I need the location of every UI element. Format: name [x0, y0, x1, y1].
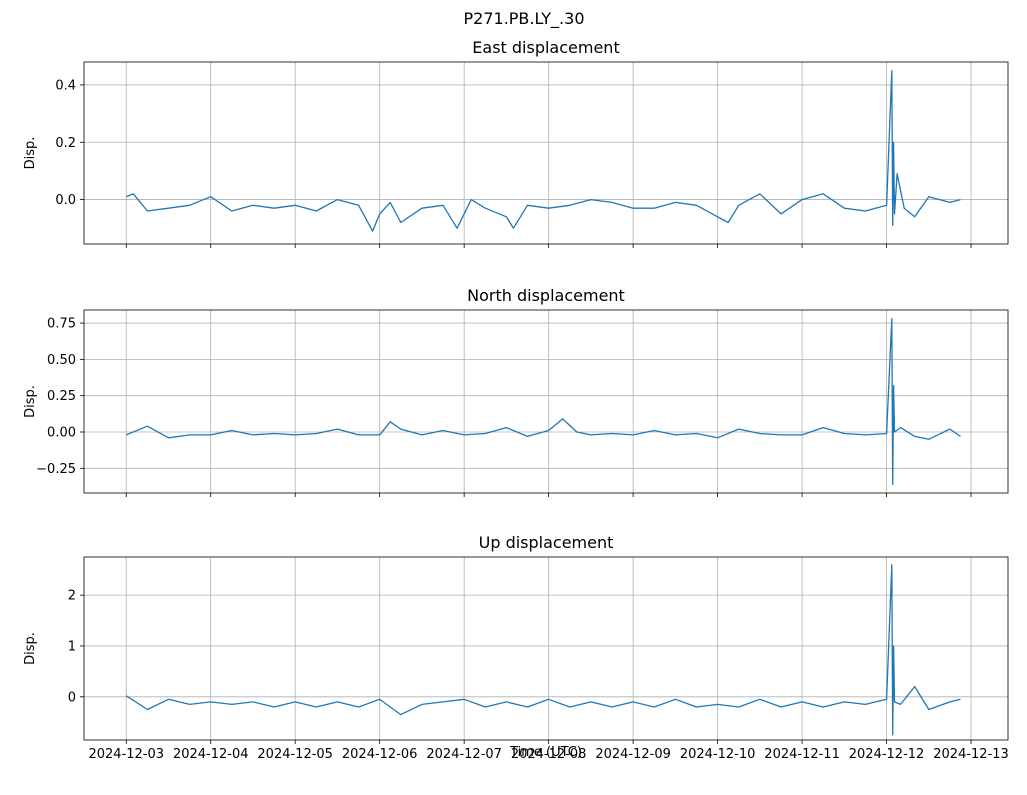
series-line [125, 563, 961, 736]
axes-frame [83, 556, 1009, 741]
y-tick-label: 0.50 [47, 353, 76, 368]
x-tick-label: 2024-12-13 [933, 747, 1009, 762]
y-tick-label: 2 [68, 589, 76, 604]
y-tick-label: 0.4 [55, 78, 76, 93]
y-axis-label: Disp. [23, 632, 38, 665]
x-axis-label: Time (UTC) [509, 745, 582, 760]
x-tick-label: 2024-12-04 [173, 747, 249, 762]
subplot-title: East displacement [472, 38, 619, 57]
y-axis-label: Disp. [23, 137, 38, 170]
series-line [125, 69, 961, 232]
y-tick-label: 0.2 [55, 136, 76, 151]
x-tick-label: 2024-12-11 [764, 747, 840, 762]
axes-frame [83, 309, 1009, 494]
plots-area: 0.0 0.2 0.4 East displacement Disp. −0.25 0.00… [23, 38, 1009, 762]
y-tick-label: 0.00 [47, 426, 76, 441]
subplot-title: North displacement [467, 286, 625, 305]
y-tick-label: 0.75 [47, 317, 76, 332]
x-tick-label: 2024-12-10 [680, 747, 756, 762]
x-tick-label: 2024-12-05 [257, 747, 333, 762]
x-tick-label: 2024-12-12 [849, 747, 925, 762]
y-tick-label: 1 [68, 639, 76, 654]
y-axis-label: Disp. [23, 385, 38, 418]
x-tick-label: 2024-12-06 [342, 747, 418, 762]
y-tick-label: 0 [68, 690, 76, 705]
series-line [125, 318, 961, 485]
y-tick-label: −0.25 [36, 462, 76, 477]
y-tick-label: 0.0 [55, 193, 76, 208]
figure-title: P271.PB.LY_.30 [464, 9, 585, 29]
subplot-1: 0.0 0.2 0.4 East displacement Disp. [23, 38, 1009, 248]
x-tick-label: 2024-12-07 [426, 747, 502, 762]
x-tick-label: 2024-12-03 [88, 747, 164, 762]
subplot-2: −0.25 0.00 0.25 0.50 0.75 North displacement D… [23, 286, 1009, 497]
x-tick-label: 2024-12-09 [595, 747, 671, 762]
axes-frame [83, 61, 1009, 245]
subplot-title: Up displacement [479, 533, 614, 552]
y-tick-label: 0.25 [47, 389, 76, 404]
x-tick-label: 2024-12-08 [511, 747, 587, 762]
subplot-3: 2024-12-03 2024-12-04 2024-12-05 2024-12-06… [23, 533, 1009, 762]
